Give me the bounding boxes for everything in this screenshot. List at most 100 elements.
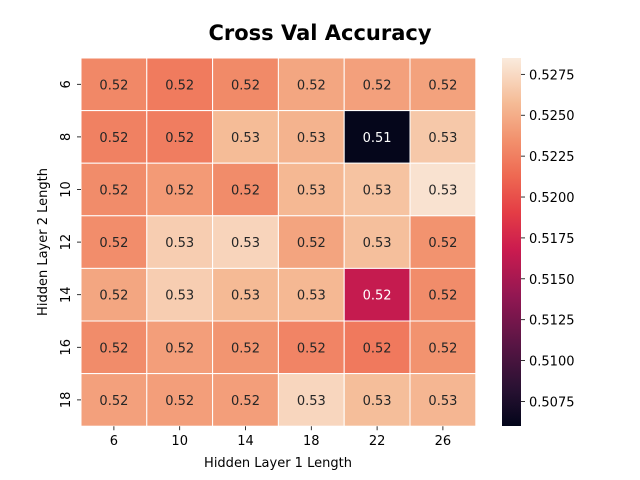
- x-tick-label: 18: [303, 434, 320, 449]
- colorbar-tick-label: 0.5275: [529, 68, 575, 83]
- cell-value-label: 0.52: [363, 78, 392, 93]
- cell-value-label: 0.53: [297, 394, 326, 409]
- x-tick-label: 10: [171, 434, 188, 449]
- cell-value-label: 0.53: [297, 131, 326, 146]
- heatmap-cell: [409, 320, 477, 375]
- cell-value-label: 0.52: [297, 78, 326, 93]
- cell-value-label: 0.53: [297, 289, 326, 304]
- colorbar-tick-label: 0.5225: [529, 150, 575, 165]
- cell-value-label: 0.52: [428, 289, 457, 304]
- cell-value-label: 0.53: [297, 184, 326, 199]
- heatmap-cell: [80, 57, 148, 112]
- cell-value-label: 0.52: [99, 184, 128, 199]
- cell-value-label: 0.52: [231, 78, 260, 93]
- heatmap-cell: [409, 162, 477, 217]
- heatmap-cell: [146, 110, 214, 164]
- heatmap-cell: [212, 57, 279, 112]
- heatmap-cell: [277, 215, 345, 269]
- cell-value-label: 0.52: [363, 289, 392, 304]
- cell-value-label: 0.53: [363, 394, 392, 409]
- x-tick-label: 14: [237, 434, 254, 449]
- colorbar-tick-label: 0.5250: [529, 109, 575, 124]
- heatmap-cell: [277, 162, 345, 217]
- heatmap-cell: [146, 162, 214, 217]
- cell-value-label: 0.53: [165, 236, 194, 251]
- heatmap-cell: [212, 267, 279, 322]
- cell-value-label: 0.52: [165, 131, 194, 146]
- cell-value-label: 0.53: [363, 236, 392, 251]
- cell-value-label: 0.51: [363, 131, 392, 146]
- heatmap-cell: [409, 215, 477, 269]
- cell-value-label: 0.52: [231, 341, 260, 356]
- chart-title: Cross Val Accuracy: [208, 21, 431, 45]
- cell-value-label: 0.53: [231, 289, 260, 304]
- cell-value-label: 0.52: [165, 394, 194, 409]
- heatmap-cell: [343, 162, 411, 217]
- cell-value-label: 0.52: [165, 184, 194, 199]
- cell-value-label: 0.52: [165, 78, 194, 93]
- cell-value-label: 0.52: [231, 394, 260, 409]
- colorbar-tick-label: 0.5100: [529, 355, 575, 370]
- y-tick-label: 12: [59, 234, 74, 251]
- heatmap-cell: [343, 267, 411, 322]
- cell-value-label: 0.53: [363, 184, 392, 199]
- x-axis-label: Hidden Layer 1 Length: [204, 456, 352, 471]
- colorbar-tick-label: 0.5075: [529, 395, 575, 410]
- cell-value-label: 0.52: [297, 341, 326, 356]
- heatmap-cell: [277, 267, 345, 322]
- cell-value-label: 0.52: [99, 394, 128, 409]
- cell-value-label: 0.52: [99, 341, 128, 356]
- heatmap-cell: [409, 110, 477, 164]
- colorbar-tick-label: 0.5175: [529, 232, 575, 247]
- heatmap-cell: [277, 373, 345, 427]
- y-tick-label: 6: [59, 80, 74, 88]
- cell-value-label: 0.52: [99, 236, 128, 251]
- heatmap-cell: [212, 373, 279, 427]
- x-tick-label: 6: [110, 434, 118, 449]
- cell-value-label: 0.52: [165, 341, 194, 356]
- cell-value-label: 0.53: [428, 131, 457, 146]
- heatmap-cell: [409, 57, 477, 112]
- cell-value-label: 0.52: [99, 78, 128, 93]
- heatmap-cell: [212, 215, 279, 269]
- x-tick-label: 26: [435, 434, 452, 449]
- x-tick-label: 22: [369, 434, 386, 449]
- cell-value-label: 0.52: [363, 341, 392, 356]
- y-tick-label: 14: [59, 286, 74, 303]
- y-tick-label: 18: [59, 392, 74, 409]
- y-axis-label: Hidden Layer 2 Length: [36, 168, 51, 316]
- cell-value-label: 0.52: [428, 78, 457, 93]
- heatmap-cell: [277, 110, 345, 164]
- heatmap-cell: [80, 320, 148, 375]
- heatmap-cell: [80, 267, 148, 322]
- colorbar: [502, 58, 521, 426]
- heatmap-cells: 0.52 0.52 0.52 0.52 0.52 0.52 0.52 0.52 0.53 0.53…: [80, 57, 477, 427]
- cell-value-label: 0.53: [231, 131, 260, 146]
- y-tick-label: 16: [59, 339, 74, 356]
- heatmap-cell: [409, 373, 477, 427]
- cell-value-label: 0.52: [99, 289, 128, 304]
- cell-value-label: 0.53: [231, 236, 260, 251]
- heatmap-cell: [80, 215, 148, 269]
- cell-value-label: 0.53: [428, 184, 457, 199]
- heatmap-cell: [343, 215, 411, 269]
- colorbar-tick-label: 0.5200: [529, 191, 575, 206]
- cell-value-label: 0.52: [99, 131, 128, 146]
- cell-value-label: 0.53: [165, 289, 194, 304]
- x-axis-ticks: 6 10 14 18 22 26: [110, 426, 451, 449]
- y-tick-label: 8: [59, 133, 74, 141]
- heatmap-cell: [146, 57, 214, 112]
- cell-value-label: 0.53: [428, 394, 457, 409]
- cell-value-label: 0.52: [428, 236, 457, 251]
- heatmap-cell: [409, 267, 477, 322]
- y-tick-label: 10: [59, 181, 74, 198]
- cell-value-label: 0.52: [231, 184, 260, 199]
- cell-value-label: 0.52: [297, 236, 326, 251]
- heatmap-cell: [146, 215, 214, 269]
- colorbar-ticks: 0.5075 0.5100 0.5125 0.5150 0.5175 0.5200 0.52…: [521, 68, 575, 410]
- heatmap-cell: [80, 373, 148, 427]
- cell-value-label: 0.52: [428, 341, 457, 356]
- colorbar-tick-label: 0.5150: [529, 273, 575, 288]
- y-axis-ticks: 6 8 10 12 14 16 18: [59, 80, 81, 408]
